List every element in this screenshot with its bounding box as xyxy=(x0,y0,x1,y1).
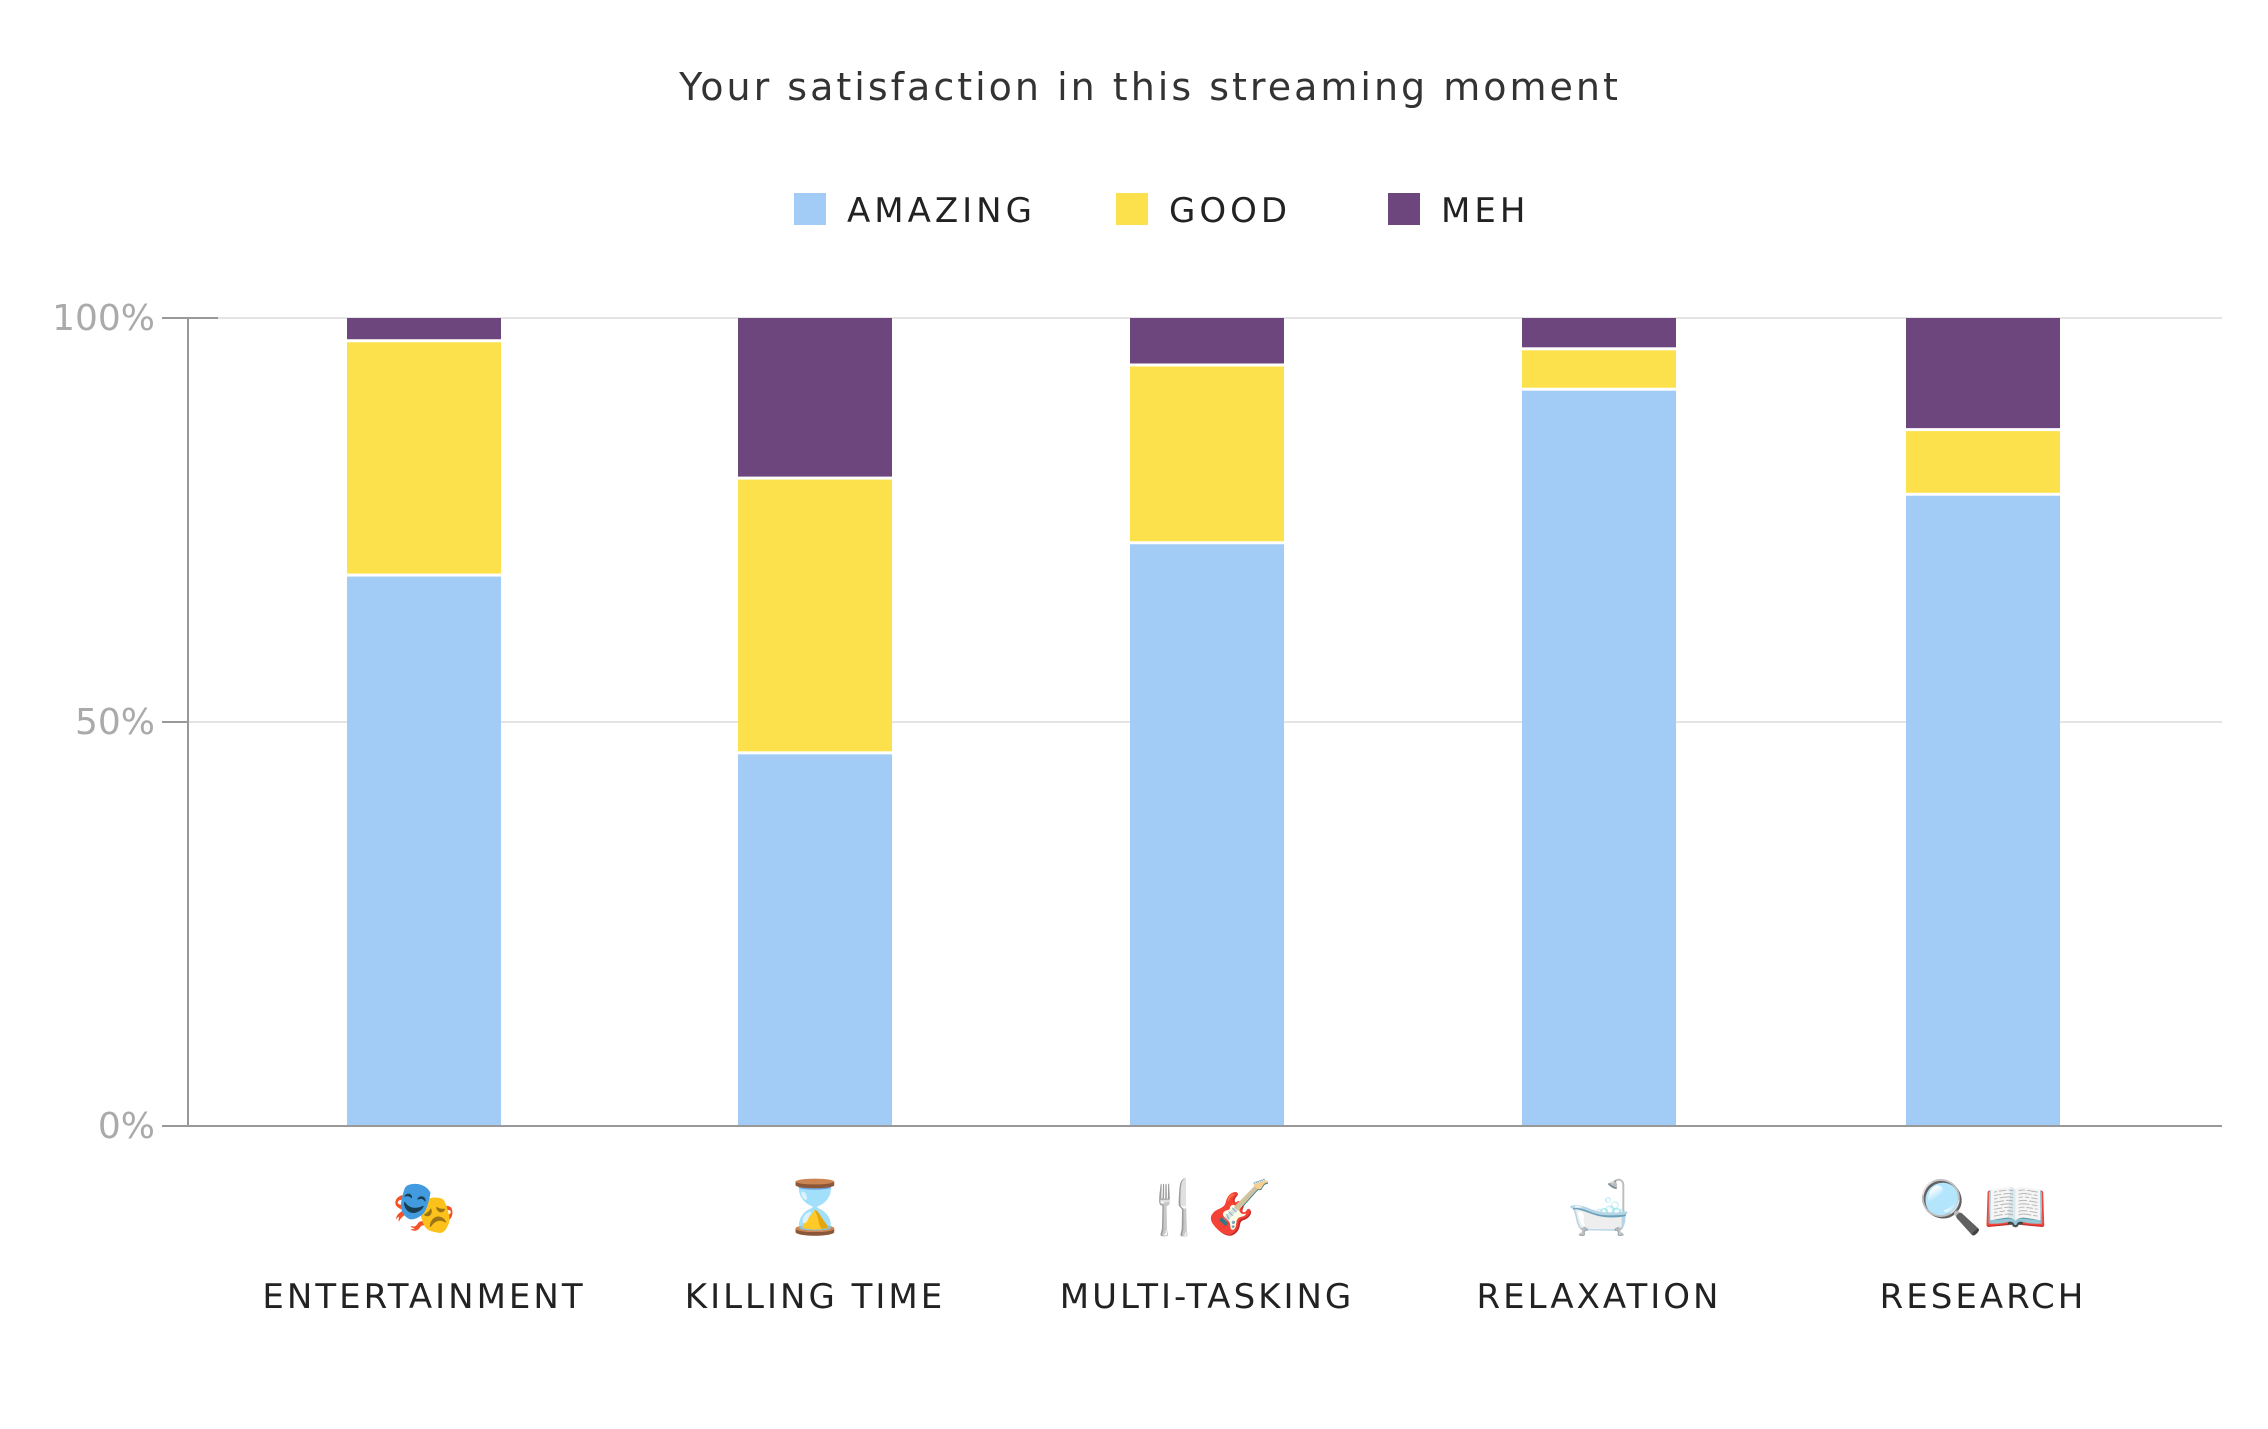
y-axis-ticks: 0% 50% 100% xyxy=(52,298,218,1147)
fork-knife-guitar-icon: 🍴🎸 xyxy=(1142,1177,1272,1238)
x-tick-label-research: RESEARCH xyxy=(1880,1277,2087,1317)
x-tick-label-killing-time: KILLING TIME xyxy=(685,1277,945,1317)
x-tick-label-entertainment: ENTERTAINMENT xyxy=(262,1277,585,1317)
legend-swatch-good xyxy=(1116,193,1148,225)
bar-entertainment-amazing xyxy=(347,576,501,1126)
bar-relaxation-meh xyxy=(1522,318,1676,348)
x-tick-label-multi-tasking: MULTI-TASKING xyxy=(1060,1277,1355,1317)
y-tick-label: 50% xyxy=(75,702,155,743)
axes xyxy=(187,318,2222,1127)
legend-swatch-amazing xyxy=(794,193,826,225)
y-tick-label: 100% xyxy=(52,298,155,339)
magnifier-book-icon: 🔍📖 xyxy=(1918,1174,2048,1238)
bar-entertainment-good xyxy=(347,342,501,574)
legend: AMAZING GOOD MEH xyxy=(794,191,1529,231)
chart-title: Your satisfaction in this streaming mome… xyxy=(678,65,1621,109)
bar-killing-time-amazing xyxy=(738,754,892,1126)
legend-label-meh: MEH xyxy=(1441,191,1529,231)
bars xyxy=(347,318,2060,1127)
bar-relaxation-good xyxy=(1522,350,1676,388)
legend-label-good: GOOD xyxy=(1169,191,1291,231)
x-tick-label-relaxation: RELAXATION xyxy=(1477,1277,1722,1317)
legend-swatch-meh xyxy=(1388,193,1420,225)
bar-entertainment-meh xyxy=(347,318,501,340)
bar-multi-tasking-amazing xyxy=(1130,544,1284,1126)
bar-multi-tasking-meh xyxy=(1130,318,1284,364)
bar-research-meh xyxy=(1906,318,2060,429)
hourglass-icon: ⌛ xyxy=(783,1177,848,1238)
bar-killing-time-meh xyxy=(738,318,892,477)
bar-multi-tasking-good xyxy=(1130,366,1284,542)
bar-research-good xyxy=(1906,431,2060,493)
x-axis-labels: 🎭 ENTERTAINMENT ⌛ KILLING TIME 🍴🎸 MULTI-TASKI… xyxy=(262,1174,2087,1317)
bar-relaxation-amazing xyxy=(1522,390,1676,1127)
bar-research-amazing xyxy=(1906,495,2060,1126)
bathtub-icon: 🛁 xyxy=(1567,1177,1632,1238)
y-tick-label: 0% xyxy=(98,1106,155,1147)
bar-killing-time-good xyxy=(738,479,892,752)
legend-label-amazing: AMAZING xyxy=(847,191,1036,231)
theater-masks-icon: 🎭 xyxy=(392,1178,457,1238)
